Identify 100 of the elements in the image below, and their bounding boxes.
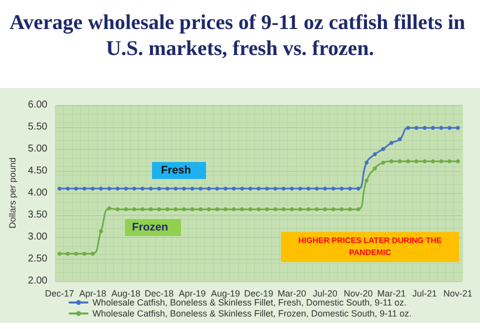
point (240, 186, 244, 191)
point (223, 186, 228, 191)
point (282, 186, 286, 191)
x-tick-label: Dec-18 (144, 288, 174, 298)
point (422, 159, 427, 164)
point (148, 186, 153, 191)
point (372, 166, 377, 170)
point (190, 186, 194, 191)
point (124, 207, 128, 212)
point (306, 186, 310, 191)
point (107, 186, 112, 191)
point (456, 159, 460, 164)
x-tick-label: Nov-21 (443, 288, 472, 298)
x-tick-label: Mar-21 (377, 288, 406, 298)
annotation: Fresh (161, 164, 192, 176)
x-tick-label: Nov-20 (344, 288, 373, 298)
point (414, 126, 418, 130)
point (157, 207, 162, 212)
x-tick-label: Jul-21 (412, 288, 437, 298)
point (248, 207, 252, 212)
point (398, 137, 402, 142)
x-tick-label: Dec-19 (244, 288, 274, 298)
point (66, 252, 70, 256)
point (182, 186, 186, 191)
point (406, 126, 410, 130)
y-tick-label: 4.00 (28, 188, 48, 198)
point (406, 159, 410, 164)
point (340, 186, 344, 191)
x-tick-label: Mar-20 (278, 288, 306, 298)
point (364, 178, 369, 183)
point (306, 207, 310, 212)
point (290, 207, 294, 212)
point (66, 186, 70, 191)
point (58, 252, 62, 256)
point (456, 126, 460, 130)
point (198, 207, 203, 212)
point (206, 207, 211, 212)
point (356, 207, 360, 212)
y-axis-title: Dollars per pound (8, 157, 18, 229)
point (264, 207, 269, 212)
point (58, 186, 62, 191)
point (314, 207, 319, 212)
point (422, 126, 427, 130)
point (331, 207, 336, 212)
x-tick-label: Jul-20 (312, 288, 338, 298)
point (448, 126, 452, 130)
point (223, 207, 228, 212)
point (198, 186, 203, 191)
point (372, 152, 377, 156)
point (116, 207, 120, 212)
point (439, 159, 444, 164)
point (182, 207, 186, 212)
point (215, 207, 220, 212)
point (381, 160, 386, 165)
chart-title: Average wholesale prices of 9-11 oz catfish fillets in U.S. markets, fresh vs. frozen. (10, 10, 470, 60)
point (323, 207, 328, 212)
point (314, 186, 319, 191)
y-tick-label: 4.50 (28, 166, 48, 176)
point (298, 186, 302, 191)
point (256, 186, 261, 191)
point (264, 186, 269, 191)
point (389, 140, 394, 145)
point (232, 186, 236, 191)
point (439, 126, 444, 130)
point (348, 186, 352, 191)
point (290, 186, 294, 191)
point (140, 186, 144, 191)
point (348, 207, 352, 212)
legend-label: Wholesale Catfish, Boneless & Skinless Fillet, Frozen, Domestic South, 9-11 oz. (92, 308, 412, 318)
x-tick-label: Dec-17 (45, 288, 74, 298)
point (82, 186, 86, 191)
point (389, 159, 394, 164)
y-tick-label: 2.00 (28, 276, 48, 286)
x-tick-label: Apr-18 (79, 288, 106, 298)
x-tick-label: Apr-19 (178, 288, 206, 298)
point (206, 186, 211, 191)
point (381, 147, 386, 151)
point (132, 207, 136, 212)
point (190, 207, 194, 212)
point (331, 186, 336, 191)
point (90, 186, 95, 191)
annotation: Frozen (132, 222, 168, 234)
point (273, 207, 278, 212)
point (99, 229, 104, 234)
point (256, 207, 261, 212)
y-tick-label: 5.50 (28, 122, 48, 132)
point (215, 186, 220, 191)
x-tick-label: Aug-18 (111, 288, 140, 298)
point (298, 207, 302, 212)
point (414, 159, 418, 164)
point (174, 186, 178, 191)
point (124, 186, 128, 191)
legend-label: Wholesale Catfish, Boneless & Skinless Fillet, Fresh, Domestic South, 9-11 oz. (92, 298, 406, 308)
point (273, 186, 278, 191)
y-tick-label: 2.50 (28, 254, 48, 264)
point (132, 186, 136, 191)
point (232, 207, 236, 212)
point (74, 186, 78, 191)
point (82, 252, 86, 256)
point (157, 186, 162, 191)
